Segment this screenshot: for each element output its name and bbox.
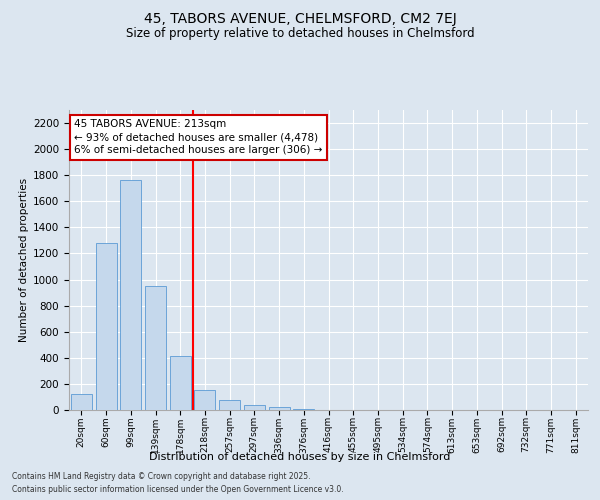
Bar	[95, 243, 116, 410]
Bar	[170, 356, 191, 410]
Bar	[145, 286, 166, 410]
Text: Distribution of detached houses by size in Chelmsford: Distribution of detached houses by size …	[149, 452, 451, 462]
Bar	[71, 394, 92, 410]
Text: 45, TABORS AVENUE, CHELMSFORD, CM2 7EJ: 45, TABORS AVENUE, CHELMSFORD, CM2 7EJ	[143, 12, 457, 26]
Bar	[194, 390, 215, 410]
Y-axis label: Number of detached properties: Number of detached properties	[19, 178, 29, 342]
Text: Contains public sector information licensed under the Open Government Licence v3: Contains public sector information licen…	[12, 485, 344, 494]
Bar	[219, 400, 240, 410]
Bar	[120, 180, 141, 410]
Text: 45 TABORS AVENUE: 213sqm
← 93% of detached houses are smaller (4,478)
6% of semi: 45 TABORS AVENUE: 213sqm ← 93% of detach…	[74, 119, 323, 156]
Bar	[269, 407, 290, 410]
Text: Contains HM Land Registry data © Crown copyright and database right 2025.: Contains HM Land Registry data © Crown c…	[12, 472, 311, 481]
Bar	[244, 405, 265, 410]
Text: Size of property relative to detached houses in Chelmsford: Size of property relative to detached ho…	[125, 28, 475, 40]
